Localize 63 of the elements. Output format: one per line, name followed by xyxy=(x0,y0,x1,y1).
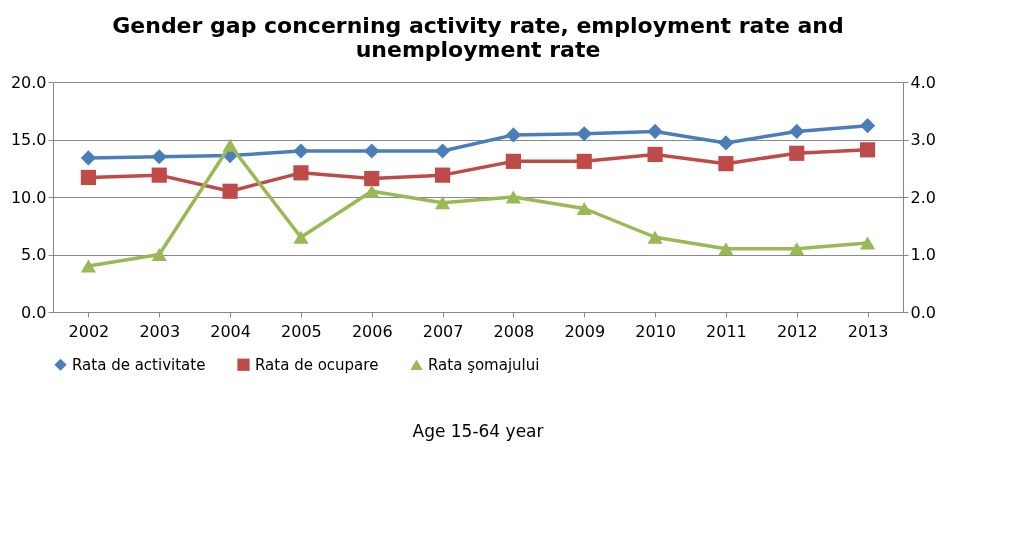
y2-tick-label: 1.0 xyxy=(910,245,936,264)
point xyxy=(576,153,592,169)
point xyxy=(789,242,805,256)
point xyxy=(222,183,238,199)
y2-tick-label: 3.0 xyxy=(910,130,936,149)
point xyxy=(860,142,876,158)
point xyxy=(860,118,876,134)
x-tick-label: 2011 xyxy=(706,321,747,341)
point xyxy=(860,236,876,250)
x-tick-label: 2004 xyxy=(210,321,251,341)
point xyxy=(718,156,734,172)
x-tick-label: 2008 xyxy=(493,321,535,341)
point xyxy=(435,143,451,159)
point xyxy=(647,146,663,163)
x-tick-label: 2009 xyxy=(564,321,606,341)
point xyxy=(435,196,451,210)
y-tick-label: 15.0 xyxy=(10,130,47,149)
point xyxy=(647,123,663,140)
x-tick-label: 2012 xyxy=(776,321,818,341)
point xyxy=(151,149,167,165)
point xyxy=(718,135,734,151)
y2-tick-label: 2.0 xyxy=(910,187,936,207)
point xyxy=(505,190,521,204)
y-tick-label: 5.0 xyxy=(21,245,47,264)
x-tick-label: 2010 xyxy=(635,321,676,341)
legend-label: Rata de activitate xyxy=(72,355,206,374)
point xyxy=(293,230,309,244)
x-tick-label: 2013 xyxy=(847,321,889,341)
point xyxy=(222,138,238,152)
y-tick-label: 20.0 xyxy=(10,72,47,92)
y2-tick-label: 0.0 xyxy=(910,302,936,322)
point xyxy=(80,169,96,186)
y-tick-label: 0.0 xyxy=(21,302,47,322)
point xyxy=(364,184,380,198)
x-tick-label: 2005 xyxy=(281,321,322,341)
point xyxy=(435,167,451,183)
text: Gender gap concerning activity rate, employment rate and xyxy=(112,13,844,38)
point xyxy=(364,171,380,187)
x-tick-label: 2003 xyxy=(139,321,181,341)
legend-label: Rata de ocupare xyxy=(255,355,379,374)
x-tick-label: 2006 xyxy=(351,321,393,341)
point xyxy=(293,143,309,159)
point xyxy=(151,247,167,262)
point xyxy=(789,123,805,140)
point xyxy=(293,165,309,181)
point xyxy=(576,126,592,142)
point xyxy=(80,259,96,273)
legend-label: Rata şomajului xyxy=(428,355,540,374)
point xyxy=(505,153,521,169)
y-tick-label: 10.0 xyxy=(10,187,47,207)
point xyxy=(576,201,592,216)
point xyxy=(718,242,734,256)
x-tick-label: 2007 xyxy=(422,321,464,341)
point xyxy=(789,145,805,161)
x-tick-label: 2002 xyxy=(68,321,110,341)
point xyxy=(364,143,380,159)
point xyxy=(647,230,663,244)
point xyxy=(151,167,167,183)
text: unemployment rate xyxy=(355,37,601,62)
y2-tick-label: 4.0 xyxy=(910,72,936,92)
point xyxy=(80,150,96,166)
point xyxy=(505,127,521,143)
text: Age 15-64 year xyxy=(412,421,544,441)
